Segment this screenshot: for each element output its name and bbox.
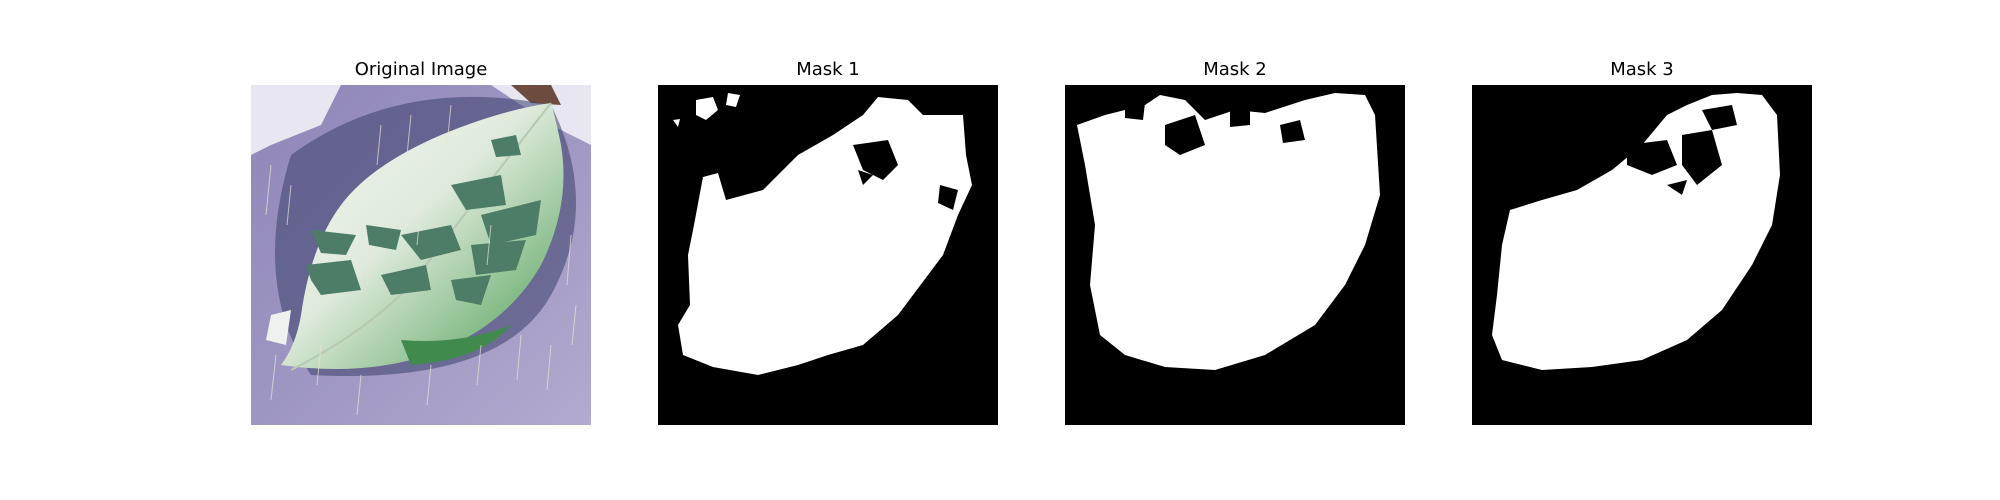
- mask-1-image: [658, 85, 998, 425]
- mask-2: [1065, 85, 1405, 425]
- panel-title: Original Image: [354, 59, 488, 80]
- mask-1-panel: Mask 1: [658, 58, 998, 425]
- leaf-photo: [251, 85, 591, 425]
- mask-2-image: [1065, 85, 1405, 425]
- mask-3: [1472, 85, 1812, 425]
- mask-2-panel: Mask 2: [1065, 58, 1405, 425]
- mask-foreground: [1077, 93, 1380, 370]
- panel-title: Mask 2: [1203, 59, 1267, 80]
- rain-streaks: [265, 104, 577, 416]
- original-image-panel: Original Image: [251, 58, 591, 425]
- mask-1: [658, 85, 998, 425]
- lesion-spots: [306, 135, 541, 305]
- panel-title: Mask 3: [1610, 59, 1674, 80]
- mask-3-image: [1472, 85, 1812, 425]
- original-image: [251, 85, 591, 425]
- panel-title: Mask 1: [796, 59, 860, 80]
- mask-foreground: [673, 93, 972, 375]
- mask-3-panel: Mask 3: [1472, 58, 1812, 425]
